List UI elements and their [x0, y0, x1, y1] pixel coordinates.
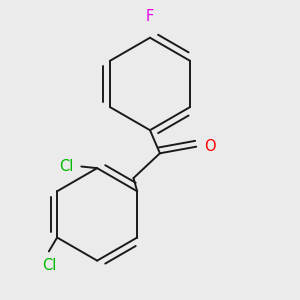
Text: F: F — [146, 9, 154, 24]
Text: Cl: Cl — [42, 258, 56, 273]
Text: Cl: Cl — [59, 159, 73, 174]
Text: O: O — [204, 139, 215, 154]
